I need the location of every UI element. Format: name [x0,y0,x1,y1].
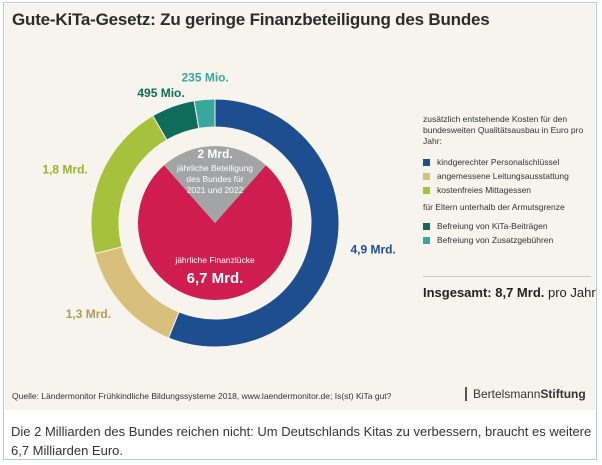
legend-label: angemessene Leitungsausstattung [437,171,569,181]
total-value: 8,7 Mrd. [495,285,545,300]
chart-title: Gute-KiTa-Gesetz: Zu geringe Finanzbetei… [12,10,490,29]
ring-segment-befreiung-von-zusatzgeb-hren [193,98,216,129]
outer-ring [90,98,340,348]
brand-logo: BertelsmannStiftung [465,387,586,401]
legend-swatch [423,158,430,166]
pie-value-finanzluecke: 6,7 Mrd. [187,270,244,287]
total-prefix: Insgesamt: [423,285,496,300]
legend-label: kindgerechter Personalschlüssel [437,157,560,167]
pie-slice-bundesbeteiligung [164,146,266,223]
legend-item-leitung: angemessene Leitungsausstattung [423,169,595,183]
donut-chart: 4,9 Mrd. 1,3 Mrd. 1,8 Mrd. 495 Mio. 235 Mio.… [42,70,396,348]
inner-pie [138,146,292,301]
pie-text-bundesbeteiligung: jährliche Beteiligung [176,163,253,173]
total-summary: Insgesamt: 8,7 Mrd. pro Jahr [423,285,596,300]
pie-value-bundesbeteiligung: 2 Mrd. [197,147,232,161]
legend-item-zusatzgebuehren: Befreiung von Zusatzgebühren [423,233,595,247]
figure-frame: Gute-KiTa-Gesetz: Zu geringe Finanzbetei… [3,2,597,460]
pie-text-finanzluecke: jährliche Finanzlücke [174,255,255,265]
legend-subhead: für Eltern unterhalb der Armutsgrenze [423,202,565,212]
total-suffix: pro Jahr [544,285,596,300]
legend-label: kostenfreies Mittagessen [437,185,532,195]
pie-slice-finanzluecke [138,165,292,301]
source-note: Quelle: Ländermonitor Frühkindliche Bild… [12,391,392,401]
figure-caption: Die 2 Milliarden des Bundes reichen nich… [11,424,592,458]
pie-text-bundesbeteiligung: 2021 und 2022 [187,185,244,195]
brand-bold: Stiftung [540,387,586,401]
pie-text-bundesbeteiligung: des Bundes für [186,174,243,184]
ring-label-kindgerechter-personalschl-ssel: 4,9 Mrd. [350,242,395,256]
brand-regular: Bertelsmann [473,387,541,401]
divider [423,276,591,277]
legend-item-kita-beitraege: Befreiung von KiTa-Beiträgen [423,219,595,233]
ring-label-kostenfreies-mittagessen: 1,8 Mrd. [42,163,87,177]
infographic-card: Gute-KiTa-Gesetz: Zu geringe Finanzbetei… [5,4,596,410]
legend-label: Befreiung von KiTa-Beiträgen [437,221,548,231]
legend-swatch [423,172,430,180]
legend: zusätzlich entstehende Kosten für den bu… [423,114,595,247]
legend-swatch [423,222,430,230]
outer-labels: 4,9 Mrd. 1,3 Mrd. 1,8 Mrd. 495 Mio. 235 Mio. [42,70,395,320]
legend-swatch [423,236,430,244]
legend-head: zusätzlich entstehende Kosten für den bu… [423,114,584,146]
ring-label-angemessene-leitungsausstattung: 1,3 Mrd. [66,307,111,321]
legend-label: Befreiung von Zusatzgebühren [437,235,554,245]
ring-label-befreiung-von-zusatzgeb-hren: 235 Mio. [182,70,229,84]
ring-segment-kindgerechter-personalschl-ssel [167,98,340,348]
ring-label-befreiung-von-kita-beitr-gen: 495 Mio. [137,86,184,100]
legend-item-mittagessen: kostenfreies Mittagessen [423,183,595,197]
legend-item-personal: kindgerechter Personalschlüssel [423,155,595,169]
legend-swatch [423,186,430,194]
